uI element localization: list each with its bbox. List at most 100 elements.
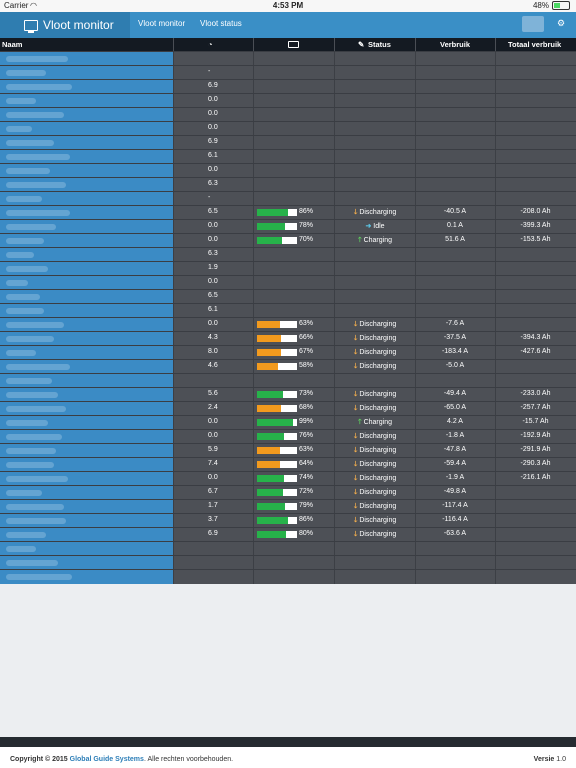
company-link[interactable]: Global Guide Systems — [69, 756, 144, 763]
battery-level-bar — [257, 321, 297, 328]
battery-level-bar — [257, 349, 297, 356]
table-row[interactable]: 6.1 — [0, 303, 576, 317]
speed-value: 5.9 — [208, 446, 218, 453]
table-row[interactable]: 0.0 78% ➜ Idle 0.1 A -399.3 Ah — [0, 219, 576, 233]
table-row[interactable]: 0.0 — [0, 275, 576, 289]
usage-value: 4.2 A — [447, 418, 463, 425]
total-usage-value: -153.5 Ah — [520, 236, 551, 243]
table-row[interactable]: 5.6 73% 🡓 Discharging -49.4 A -233.0 Ah — [0, 387, 576, 401]
table-row[interactable]: 0.0 70% 🡑 Charging 51.6 A -153.5 Ah — [0, 233, 576, 247]
table-row[interactable]: 0.0 74% 🡓 Discharging -1.9 A -216.1 Ah — [0, 471, 576, 485]
table-row[interactable]: 6.9 — [0, 79, 576, 93]
table-row[interactable]: 8.0 67% 🡓 Discharging -183.4 A -427.6 Ah — [0, 345, 576, 359]
speed-value: 3.7 — [208, 516, 218, 523]
table-row[interactable]: 0.0 — [0, 163, 576, 177]
table-row[interactable]: 4.6 58% 🡓 Discharging -5.0 A — [0, 359, 576, 373]
table-row[interactable]: - — [0, 65, 576, 79]
vehicle-name — [6, 406, 66, 412]
table-row[interactable]: 2.4 68% 🡓 Discharging -65.0 A -257.7 Ah — [0, 401, 576, 415]
arrow-down-icon: 🡓 — [353, 475, 358, 482]
wifi-icon: ◠ — [30, 1, 37, 10]
table-row[interactable]: 6.9 — [0, 135, 576, 149]
speed-value: 6.3 — [208, 250, 218, 257]
table-row[interactable]: 0.0 — [0, 93, 576, 107]
clock: 4:53 PM — [272, 1, 304, 10]
speed-value: 0.0 — [208, 96, 218, 103]
header-usage[interactable]: Verbruik — [440, 40, 471, 49]
vehicle-name — [6, 518, 66, 524]
table-row[interactable] — [0, 555, 576, 569]
table-row[interactable]: 0.0 99% 🡑 Charging 4.2 A -15.7 Ah — [0, 415, 576, 429]
status-cell: 🡓 Discharging — [335, 446, 415, 457]
speed-value: 0.0 — [208, 110, 218, 117]
table-row[interactable]: 6.9 80% 🡓 Discharging -63.6 A — [0, 527, 576, 541]
table-row[interactable]: 0.0 76% 🡓 Discharging -1.8 A -192.9 Ah — [0, 429, 576, 443]
total-usage-value: -216.1 Ah — [520, 474, 551, 481]
vehicle-name — [6, 336, 54, 342]
table-row[interactable] — [0, 373, 576, 387]
table-row[interactable]: 1.9 — [0, 261, 576, 275]
header-name[interactable]: Naam — [2, 40, 23, 49]
battery-level-bar — [257, 433, 297, 440]
table-row[interactable]: 6.5 — [0, 289, 576, 303]
brand-link[interactable]: Vloot monitor — [0, 12, 130, 38]
table-row[interactable]: 1.7 79% 🡓 Discharging -117.4 A — [0, 499, 576, 513]
table-row[interactable]: 6.1 — [0, 149, 576, 163]
battery-level-bar — [257, 209, 297, 216]
arrow-right-icon: ➜ — [365, 223, 372, 230]
user-avatar[interactable] — [522, 16, 544, 32]
table-row[interactable] — [0, 541, 576, 555]
arrow-up-icon: 🡑 — [357, 419, 362, 426]
battery-percent: 80% — [299, 530, 314, 537]
arrow-down-icon: 🡓 — [353, 363, 358, 370]
speed-value: 6.5 — [208, 208, 218, 215]
battery-percent: 66% — [299, 334, 314, 341]
status-label: Discharging — [359, 461, 397, 468]
table-row[interactable]: 7.4 64% 🡓 Discharging -59.4 A -290.3 Ah — [0, 457, 576, 471]
table-row[interactable]: 4.3 66% 🡓 Discharging -37.5 A -394.3 Ah — [0, 331, 576, 345]
status-label: Discharging — [359, 475, 397, 482]
nav-link-vloot-status[interactable]: Vloot status — [200, 19, 242, 28]
speed-value: 4.3 — [208, 334, 218, 341]
vehicle-name — [6, 210, 70, 216]
table-row[interactable] — [0, 569, 576, 583]
table-row[interactable]: 0.0 63% 🡓 Discharging -7.6 A — [0, 317, 576, 331]
table-row[interactable]: 5.9 63% 🡓 Discharging -47.8 A -291.9 Ah — [0, 443, 576, 457]
table-row[interactable]: 6.7 72% 🡓 Discharging -49.8 A — [0, 485, 576, 499]
status-cell: 🡓 Discharging — [335, 460, 415, 471]
table-row[interactable] — [0, 51, 576, 65]
arrow-down-icon: 🡓 — [353, 447, 358, 454]
status-cell: 🡑 Charging — [335, 418, 415, 429]
arrow-down-icon: 🡓 — [353, 461, 358, 468]
brand-title: Vloot monitor — [43, 18, 114, 32]
battery-percent: 76% — [299, 432, 314, 439]
usage-value: -7.6 A — [445, 320, 465, 327]
table-row[interactable]: 3.7 86% 🡓 Discharging -116.4 A — [0, 513, 576, 527]
vehicle-name — [6, 140, 54, 146]
usage-value: -183.4 A — [441, 348, 469, 355]
header-total-usage[interactable]: Totaal verbruik — [508, 40, 562, 49]
vehicle-name — [6, 266, 48, 272]
nav-link-vloot-monitor[interactable]: Vloot monitor — [138, 19, 186, 28]
table-row[interactable]: 6.3 — [0, 177, 576, 191]
settings-cogs-icon[interactable]: ⚙ — [557, 18, 566, 28]
table-row[interactable]: 6.5 86% 🡓 Discharging -40.5 A -208.0 Ah — [0, 205, 576, 219]
speed-value: 1.7 — [208, 502, 218, 509]
battery-percent: 73% — [299, 390, 314, 397]
table-row[interactable]: 0.0 — [0, 107, 576, 121]
speed-value: 6.7 — [208, 488, 218, 495]
usage-value: -5.0 A — [445, 362, 465, 369]
vehicle-name — [6, 546, 36, 552]
table-row[interactable]: 6.3 — [0, 247, 576, 261]
ios-status-bar: Carrier ◠ 4:53 PM 48% — [0, 0, 576, 12]
arrow-down-icon: 🡓 — [353, 489, 358, 496]
table-row[interactable]: - — [0, 191, 576, 205]
status-label: Discharging — [359, 391, 397, 398]
vehicle-name — [6, 112, 64, 118]
speed-value: 0.0 — [208, 432, 218, 439]
status-label: Discharging — [359, 363, 397, 370]
header-status[interactable]: Status — [368, 40, 391, 49]
battery-percent: 78% — [299, 222, 314, 229]
table-row[interactable]: 0.0 — [0, 121, 576, 135]
usage-value: -37.5 A — [443, 334, 467, 341]
